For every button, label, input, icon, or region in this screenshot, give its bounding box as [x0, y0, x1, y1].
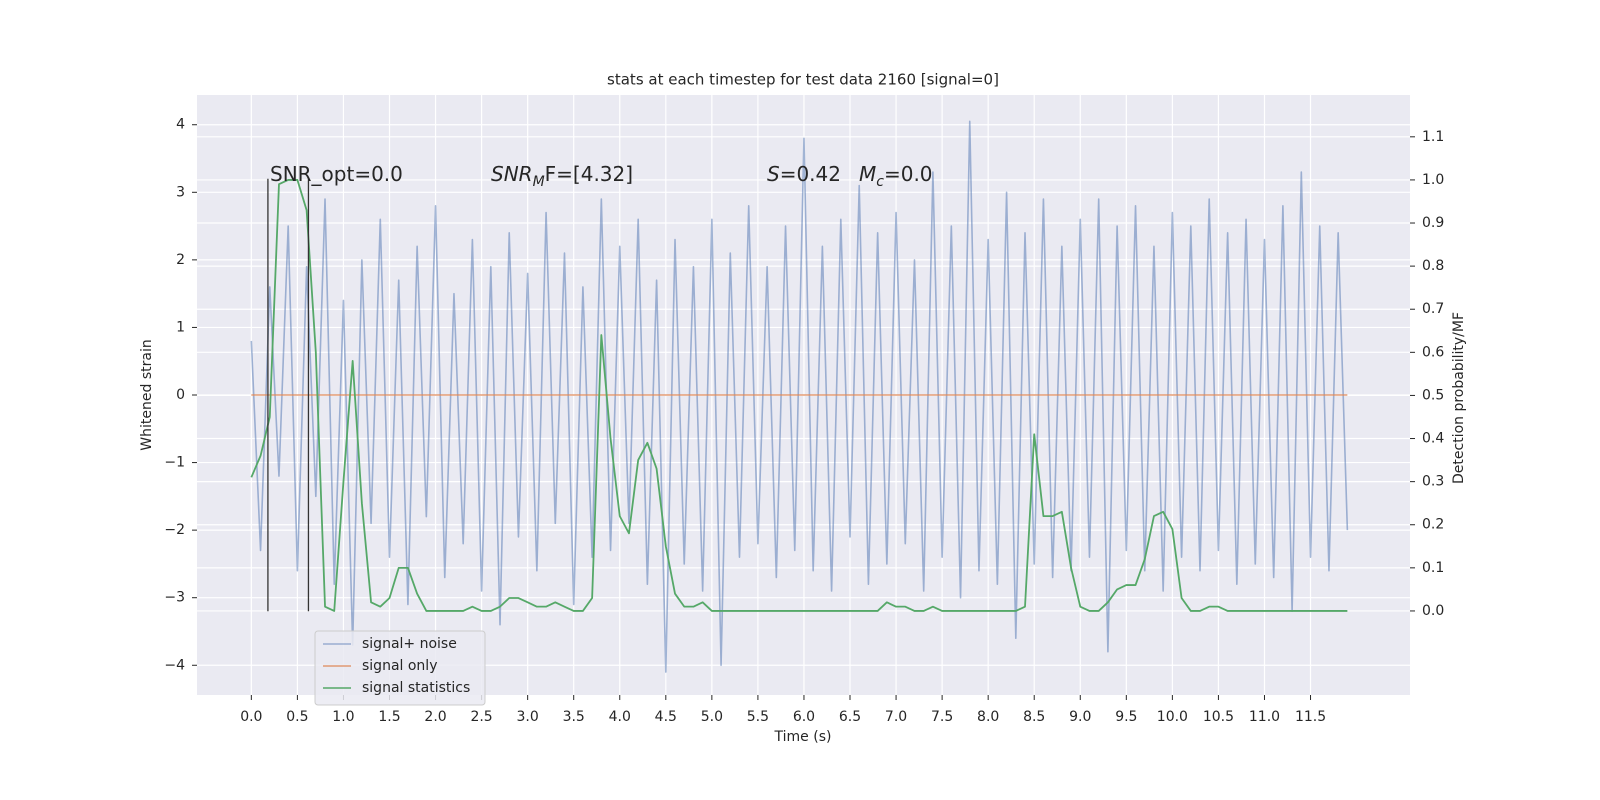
- x-tick-label: 6.0: [793, 709, 815, 725]
- y-axis-label: Whitened strain: [139, 339, 155, 450]
- y2-tick-label: 0.9: [1422, 215, 1444, 231]
- x-tick-label: 2.0: [424, 709, 446, 725]
- y-tick-label: 1: [176, 319, 185, 335]
- y-tick-label: 4: [176, 117, 185, 133]
- legend-label: signal statistics: [362, 680, 470, 696]
- legend: signal+ noise signal only signal statistic…: [314, 630, 486, 706]
- x-tick-label: 3.0: [517, 709, 539, 725]
- x-tick-label: 5.0: [701, 709, 723, 725]
- y2-tick-label: 1.0: [1422, 172, 1444, 188]
- x-tick-label: 7.5: [931, 709, 953, 725]
- x-tick-label: 0.5: [286, 709, 308, 725]
- marks: [250, 120, 1349, 673]
- x-tick-label: 11.5: [1295, 709, 1326, 725]
- x-tick-label: 1.5: [378, 709, 400, 725]
- x-tick-label: 0.0: [240, 709, 262, 725]
- annotation: SNR_opt=0.0: [270, 162, 403, 186]
- legend-box: [314, 630, 486, 706]
- x-tick-label: 8.5: [1023, 709, 1045, 725]
- x-tick-label: 4.5: [655, 709, 677, 725]
- y2-tick-label: 0.5: [1422, 387, 1444, 403]
- x-tick-label: 9.5: [1115, 709, 1137, 725]
- annotation: S=0.42: [767, 162, 841, 186]
- y2-tick-label: 0.2: [1422, 517, 1444, 533]
- y-tick-label: −1: [164, 455, 185, 471]
- y2-tick-label: 0.1: [1422, 560, 1444, 576]
- y-tick-label: 0: [176, 387, 185, 403]
- y-tick-label: −2: [164, 522, 185, 538]
- series-line: [250, 179, 1348, 612]
- annotation-text: =0.42: [780, 162, 841, 186]
- annotation-italic: SNR: [491, 162, 533, 186]
- x-tick-label: 6.5: [839, 709, 861, 725]
- x-tick-label: 2.5: [470, 709, 492, 725]
- y2-tick-label: 1.1: [1422, 129, 1444, 145]
- y2-tick-label: 0.3: [1422, 474, 1444, 490]
- legend-label: signal+ noise: [362, 636, 457, 652]
- x-tick-label: 10.0: [1157, 709, 1188, 725]
- x-tick-label: 8.0: [977, 709, 999, 725]
- y-tick-label: −3: [164, 590, 185, 606]
- chart-title: stats at each timestep for test data 216…: [607, 71, 999, 89]
- y-tick-label: −4: [164, 657, 185, 673]
- annotation: Mc=0.0: [859, 162, 933, 190]
- y2-tick-label: 0.8: [1422, 258, 1444, 274]
- y2-tick-label: 0.6: [1422, 344, 1444, 360]
- x-tick-label: 5.5: [747, 709, 769, 725]
- annotation-sub: c: [876, 174, 884, 190]
- annotation-text: =0.0: [884, 162, 933, 186]
- x-tick-label: 4.0: [609, 709, 631, 725]
- annotation-sub: M: [533, 174, 545, 190]
- x-tick-label: 11.0: [1249, 709, 1280, 725]
- x-tick-label: 1.0: [332, 709, 354, 725]
- x-tick-label: 10.5: [1203, 709, 1234, 725]
- labels: 0.0 0.5 1.0 1.5 2.0 2.5 3.0 3.5 4.0 4.5 5.0 5.5 6.0 6…: [164, 117, 1444, 725]
- y-tick-label: 2: [176, 252, 185, 268]
- annotation-text: F=[4.32]: [545, 162, 633, 186]
- annotation-italic: S: [767, 162, 780, 186]
- x-tick-label: 3.5: [563, 709, 585, 725]
- y2-axis-label: Detection probability/MF: [1451, 312, 1467, 484]
- y-tick-label: 3: [176, 184, 185, 200]
- x-axis-label: Time (s): [774, 729, 832, 745]
- annotation-italic: M: [859, 162, 876, 186]
- annotation-text: SNR_opt=0.0: [270, 162, 403, 186]
- x-tick-label: 7.0: [885, 709, 907, 725]
- series-line: [250, 120, 1349, 673]
- legend-label: signal only: [362, 658, 437, 674]
- annotation: SNRMF=[4.32]: [491, 162, 633, 190]
- y2-tick-label: 0.0: [1422, 603, 1444, 619]
- x-tick-label: 9.0: [1069, 709, 1091, 725]
- y2-tick-label: 0.4: [1422, 431, 1444, 447]
- y2-tick-label: 0.7: [1422, 301, 1444, 317]
